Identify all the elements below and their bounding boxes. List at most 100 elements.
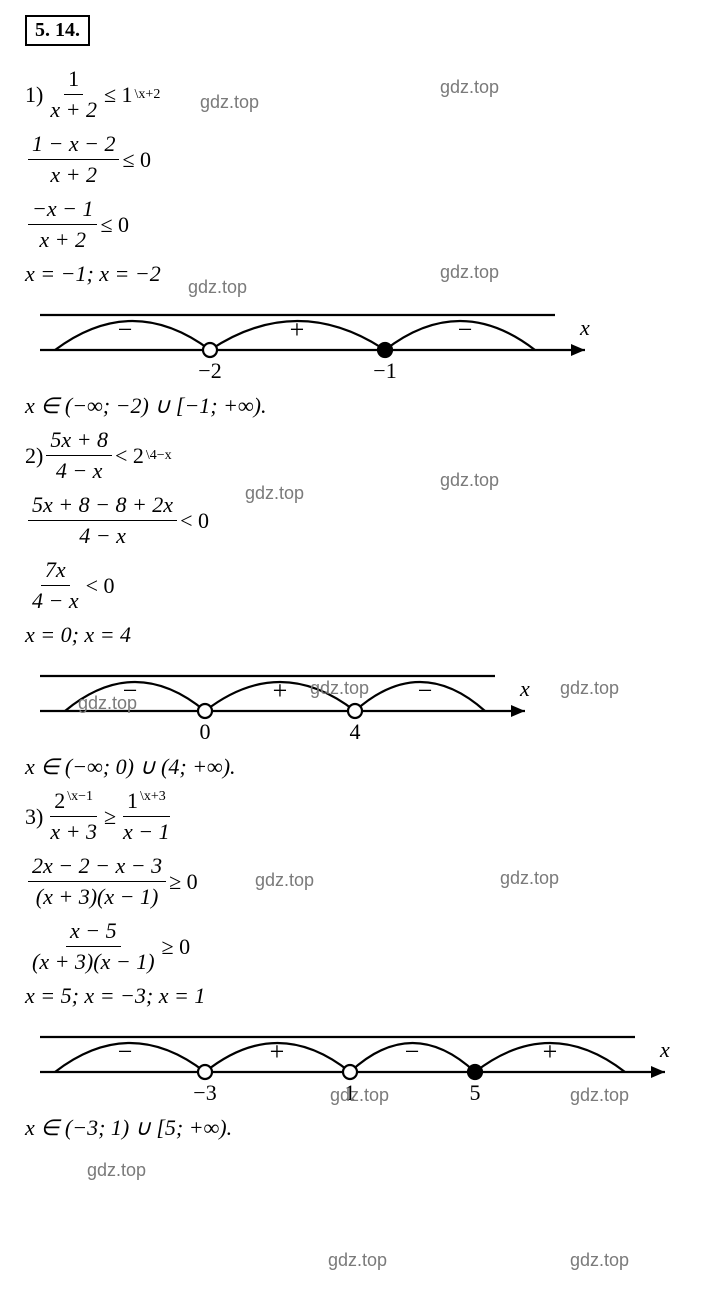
p2-step-2: 5x + 8 − 8 + 2x 4 − x < 0 [25,492,688,549]
svg-text:−2: −2 [198,358,221,383]
fraction: x − 5 (x + 3)(x − 1) [28,918,159,975]
svg-text:+: + [290,315,305,344]
p1-step-2: 1 − x − 2 x + 2 ≤ 0 [25,131,688,188]
svg-text:+: + [543,1037,558,1066]
svg-text:5: 5 [470,1080,481,1105]
svg-text:−: − [118,1037,133,1066]
numerator: 5x + 8 − 8 + 2x [28,492,177,521]
relation: ≤ 0 [122,147,151,173]
watermark-text: gdz.top [255,870,314,891]
svg-text:−: − [418,676,433,705]
watermark-text: gdz.top [78,693,137,714]
fraction: 2x − 2 − x − 3 (x + 3)(x − 1) [28,853,166,910]
p2-step-3: 7x 4 − x < 0 [25,557,688,614]
svg-text:0: 0 [200,719,211,744]
numerator: 7x [41,557,70,586]
numerator: 5x + 8 [46,427,112,456]
watermark-text: gdz.top [330,1085,389,1106]
fraction: 5x + 8 − 8 + 2x 4 − x [28,492,177,549]
fraction: 1 x + 2 [46,66,101,123]
svg-text:−: − [118,315,133,344]
p2-step-1: 2) 5x + 8 4 − x < 2 \4−x [25,427,688,484]
denominator: x + 2 [35,225,90,253]
relation: ≥ 0 [169,869,198,895]
svg-text:−1: −1 [373,358,396,383]
svg-text:x: x [519,676,530,701]
problem-2: 2) 5x + 8 4 − x < 2 \4−x 5x + 8 − 8 + 2x… [25,427,688,780]
p2-answer: x ∈ (−∞; 0) ∪ (4; +∞). [25,754,688,780]
watermark-text: gdz.top [560,678,619,699]
watermark-text: gdz.top [500,868,559,889]
numerator: 1 [64,66,83,95]
denominator: 4 − x [75,521,130,549]
superscript-annotation: \x+2 [135,87,161,103]
relation: ≤ 1 [104,82,133,108]
problem-number: 5. 14. [35,19,80,41]
svg-text:+: + [273,676,288,705]
relation: ≥ [104,804,116,830]
fraction-right: 1\x+3 x − 1 [119,788,174,845]
p3-prefix: 3) [25,804,43,830]
svg-text:x: x [579,315,590,340]
numerator: 2\x−1 [50,788,97,817]
watermark-text: gdz.top [310,678,369,699]
svg-text:4: 4 [350,719,361,744]
p3-step-3: x − 5 (x + 3)(x − 1) ≥ 0 [25,918,688,975]
relation: ≥ 0 [162,934,191,960]
superscript-annotation: \x−1 [67,789,93,804]
p3-roots: x = 5; x = −3; x = 1 [25,983,688,1009]
p1-step-1: 1) 1 x + 2 ≤ 1 \x+2 [25,66,688,123]
numerator: x − 5 [66,918,121,947]
p3-step-2: 2x − 2 − x − 3 (x + 3)(x − 1) ≥ 0 [25,853,688,910]
problem-number-box: 5. 14. [25,15,90,46]
p1-prefix: 1) [25,82,43,108]
fraction: 7x 4 − x [28,557,83,614]
p1-number-line: − + − −2 −1 x [25,295,605,385]
denominator: x + 3 [46,817,101,845]
numerator: 1\x+3 [123,788,170,817]
num-base: 1 [127,788,138,813]
watermark-text: gdz.top [570,1250,629,1271]
denominator: x − 1 [119,817,174,845]
denominator: (x + 3)(x − 1) [28,947,159,975]
p2-prefix: 2) [25,443,43,469]
relation: ≤ 0 [100,212,129,238]
p1-step-3: −x − 1 x + 2 ≤ 0 [25,196,688,253]
svg-text:−3: −3 [193,1080,216,1105]
watermark-text: gdz.top [440,470,499,491]
denominator: 4 − x [28,586,83,614]
fraction: 1 − x − 2 x + 2 [28,131,119,188]
watermark-text: gdz.top [245,483,304,504]
numerator: 1 − x − 2 [28,131,119,160]
problem-1: 1) 1 x + 2 ≤ 1 \x+2 1 − x − 2 x + 2 ≤ 0 … [25,66,688,419]
relation: < 2 [115,443,144,469]
watermark-text: gdz.top [87,1160,146,1181]
denominator: 4 − x [52,456,107,484]
watermark-text: gdz.top [570,1085,629,1106]
watermark-text: gdz.top [440,262,499,283]
watermark-text: gdz.top [328,1250,387,1271]
relation: < 0 [180,508,209,534]
p1-roots: x = −1; x = −2 [25,261,688,287]
fraction: −x − 1 x + 2 [28,196,97,253]
p2-roots: x = 0; x = 4 [25,622,688,648]
watermark-text: gdz.top [200,92,259,113]
numerator: −x − 1 [28,196,97,225]
denominator: (x + 3)(x − 1) [32,882,163,910]
svg-text:x: x [659,1037,670,1062]
superscript-annotation: \x+3 [140,789,166,804]
p3-answer: x ∈ (−3; 1) ∪ [5; +∞). [25,1115,688,1141]
denominator: x + 2 [46,160,101,188]
num-base: 2 [54,788,65,813]
svg-text:−: − [405,1037,420,1066]
p3-step-1: 3) 2\x−1 x + 3 ≥ 1\x+3 x − 1 [25,788,688,845]
watermark-text: gdz.top [440,77,499,98]
watermark-text: gdz.top [188,277,247,298]
numerator: 2x − 2 − x − 3 [28,853,166,882]
p1-answer: x ∈ (−∞; −2) ∪ [−1; +∞). [25,393,688,419]
fraction-left: 2\x−1 x + 3 [46,788,101,845]
denominator: x + 2 [46,95,101,123]
svg-text:+: + [270,1037,285,1066]
superscript-annotation: \4−x [146,448,172,464]
svg-text:−: − [458,315,473,344]
